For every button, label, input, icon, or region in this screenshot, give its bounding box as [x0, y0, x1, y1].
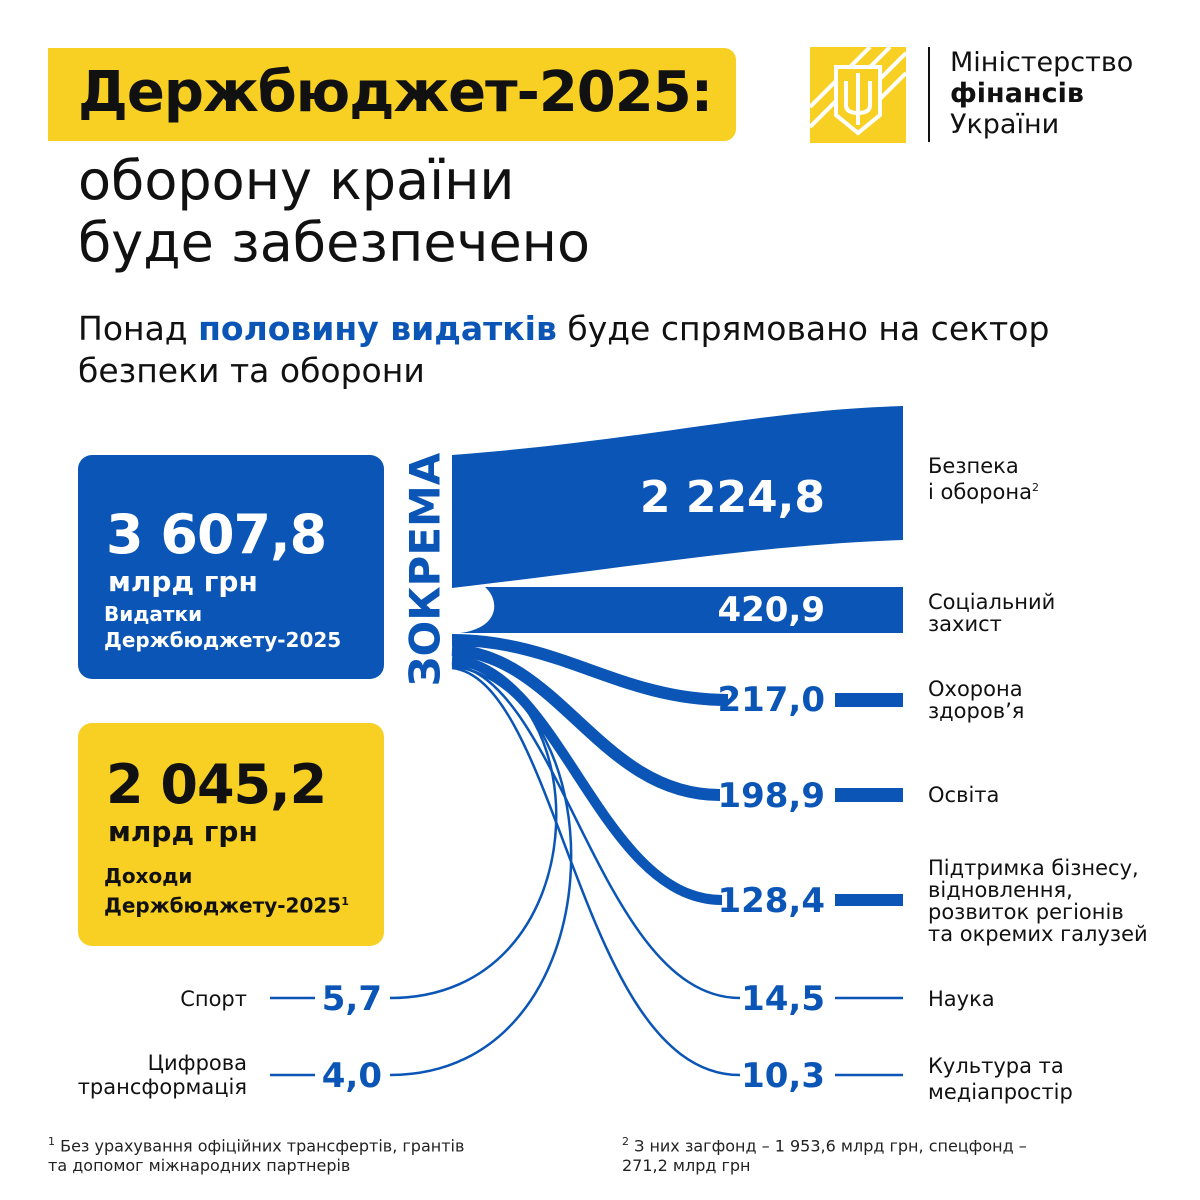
expenses-unit: млрд грн	[108, 565, 258, 598]
logo-text-2: фінансів	[950, 78, 1084, 109]
label-health: Охорона здоров’я	[928, 677, 1025, 723]
flow-education	[451, 644, 721, 801]
logo-divider	[928, 47, 930, 142]
expenses-card: 3 607,8 млрд грн Видатки Держбюджету-202…	[78, 455, 384, 679]
value-business: 128,4	[717, 881, 825, 921]
title-highlight	[48, 48, 736, 141]
value-social: 420,9	[717, 590, 825, 630]
income-value: 2 045,2	[106, 753, 327, 816]
label-business: Підтримка бізнесу, відновлення, розвиток…	[928, 856, 1148, 946]
lead-highlight: половину видатків	[198, 309, 557, 348]
flow-social	[460, 587, 903, 633]
logo-text-3: України	[950, 109, 1060, 140]
footnote-1: 1 Без урахування офіційних трансфертів, …	[48, 1135, 465, 1176]
flow-sport	[270, 661, 558, 1000]
expenses-caption: Видатки Держбюджету-2025	[104, 602, 342, 652]
logo-text-1: Міністерство	[950, 47, 1134, 78]
label-science: Наука	[928, 987, 995, 1011]
page-subtitle: оборону країни буде забезпечено	[78, 149, 591, 274]
value-education: 198,9	[717, 776, 825, 816]
label-digital: Цифрова трансформація	[77, 1051, 247, 1099]
lead-text: Понад половину видатків буде спрямовано …	[78, 308, 1158, 392]
value-security: 2 224,8	[639, 472, 825, 523]
label-culture: Культура та медіапростір	[928, 1054, 1073, 1104]
bar-education	[835, 788, 903, 802]
value-health: 217,0	[717, 680, 825, 720]
income-caption: Доходи Держбюджету-20251	[104, 864, 349, 918]
label-security: Безпека і оборона2	[928, 454, 1039, 504]
value-science: 14,5	[741, 979, 825, 1019]
lead-post: буде спрямовано на сектор безпеки та обо…	[78, 309, 1050, 390]
bar-business	[835, 894, 903, 906]
flow-health	[451, 634, 729, 706]
page-title: Держбюджет-2025:	[78, 60, 713, 125]
label-sport: Спорт	[180, 987, 247, 1011]
value-digital: 4,0	[321, 1056, 382, 1096]
label-education: Освіта	[928, 783, 1000, 807]
flow-business	[451, 655, 723, 905]
flow-science	[451, 663, 903, 1000]
bar-health	[835, 693, 903, 707]
flow-culture	[451, 666, 903, 1077]
label-social: Соціальний захист	[928, 590, 1056, 636]
flow-security	[452, 406, 903, 588]
value-culture: 10,3	[741, 1056, 825, 1096]
income-unit: млрд грн	[108, 815, 258, 848]
flow-digital	[270, 664, 573, 1077]
lead-pre: Понад	[78, 309, 199, 348]
value-sport: 5,7	[321, 979, 382, 1019]
trident-icon	[810, 47, 906, 143]
expenses-value: 3 607,8	[106, 503, 327, 566]
income-card: 2 045,2 млрд грн Доходи Держбюджету-2025…	[78, 723, 384, 946]
footnote-2: 2 З них загфонд – 1 953,6 млрд грн, спец…	[622, 1135, 1027, 1176]
